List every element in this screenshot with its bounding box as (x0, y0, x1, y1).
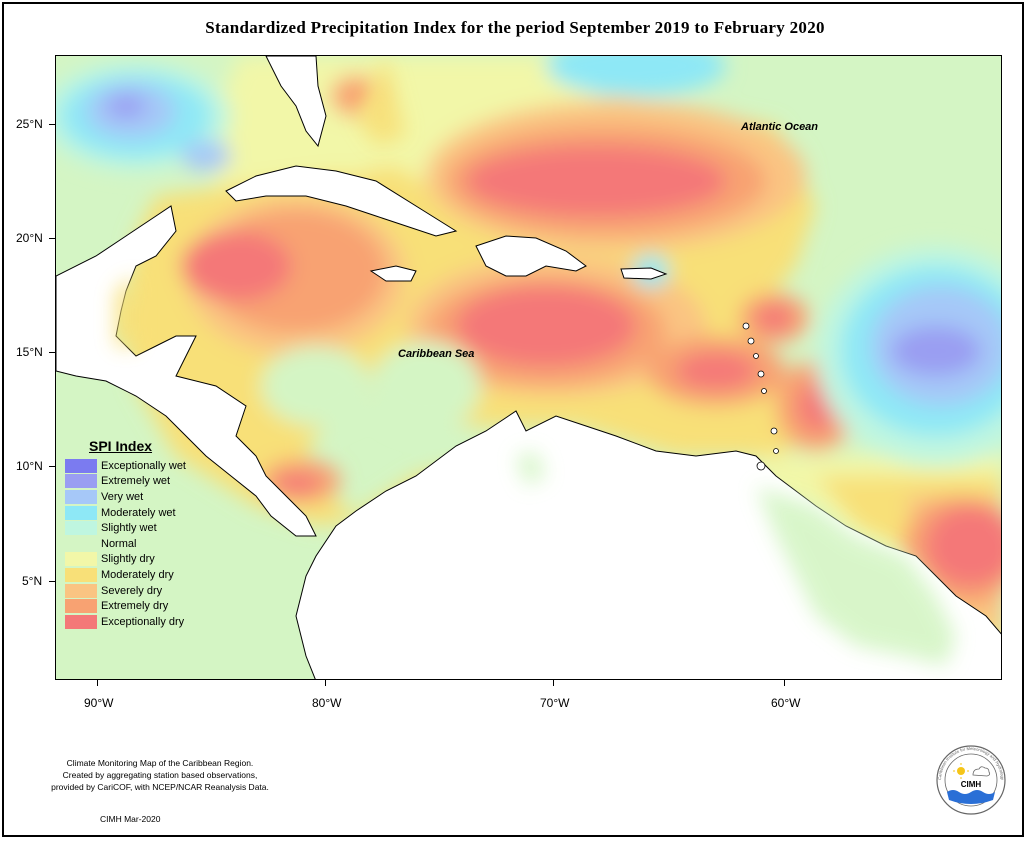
legend-swatch (65, 474, 97, 489)
legend-item: Exceptionally dry (65, 614, 186, 630)
legend-label: Severely dry (101, 584, 163, 597)
legend-item: Extremely dry (65, 598, 186, 614)
legend-label: Moderately dry (101, 568, 174, 581)
sun-icon (957, 767, 965, 775)
waves-icon (947, 790, 995, 804)
x-tick-80w: 80°W (312, 696, 342, 710)
y-tick-20n: 20°N (16, 231, 43, 245)
footer-line-3: provided by CariCOF, with NCEP/NCAR Rean… (51, 782, 269, 792)
footer-line-2: Created by aggregating station based obs… (62, 770, 258, 780)
legend-swatch (65, 458, 97, 473)
cimh-logo: CIMH Caribbean Institute for Meteorology… (935, 744, 1007, 816)
footer-line-1: Climate Monitoring Map of the Caribbean … (66, 758, 254, 768)
legend-label: Exceptionally wet (101, 459, 186, 472)
legend-swatch (65, 489, 97, 504)
legend-label: Very wet (101, 490, 144, 503)
legend-swatch (65, 505, 97, 520)
spi-legend: SPI Index Exceptionally wet Extremely wet… (65, 438, 186, 630)
legend-item: Slightly dry (65, 552, 186, 568)
footer-notes: Climate Monitoring Map of the Caribbean … (30, 757, 290, 793)
legend-title: SPI Index (89, 438, 153, 454)
legend-item: Normal (65, 536, 186, 552)
legend-item: Exceptionally wet (65, 458, 186, 474)
spi-map: Atlantic Ocean Caribbean Sea (55, 55, 1002, 680)
legend-swatch (65, 583, 97, 598)
x-tick-90w: 90°W (84, 696, 114, 710)
legend-item: Severely dry (65, 583, 186, 599)
legend-label: Extremely wet (101, 475, 171, 488)
legend-item: Moderately dry (65, 567, 186, 583)
map-title: Standardized Precipitation Index for the… (205, 18, 825, 37)
atlantic-ocean-label: Atlantic Ocean (741, 121, 819, 133)
legend-swatch (65, 536, 97, 551)
y-tick-15n: 15°N (16, 345, 43, 359)
legend-label: Extremely dry (101, 600, 169, 613)
legend-swatch (65, 599, 97, 614)
legend-swatch (65, 614, 97, 629)
caribbean-sea-label: Caribbean Sea (398, 348, 475, 360)
footer-credit: CIMH Mar-2020 (100, 814, 161, 824)
legend-label: Normal (101, 537, 137, 550)
legend-label: Slightly dry (101, 553, 155, 566)
legend-swatch (65, 552, 97, 567)
x-tick-70w: 70°W (540, 696, 570, 710)
legend-item: Very wet (65, 489, 186, 505)
x-tick-60w: 60°W (771, 696, 801, 710)
cloud-icon (972, 766, 991, 777)
legend-label: Exceptionally dry (101, 615, 185, 628)
legend-label: Moderately wet (101, 506, 176, 519)
legend-swatch (65, 521, 97, 536)
y-tick-25n: 25°N (16, 117, 43, 131)
legend-item: Slightly wet (65, 520, 186, 536)
logo-text: CIMH (961, 780, 982, 789)
legend-swatch (65, 567, 97, 582)
legend-item: Moderately wet (65, 505, 186, 521)
spi-map-graphic (56, 56, 1001, 679)
legend-item: Extremely wet (65, 474, 186, 490)
y-tick-5n: 5°N (22, 574, 43, 588)
legend-label: Slightly wet (101, 522, 157, 535)
y-tick-10n: 10°N (16, 459, 43, 473)
